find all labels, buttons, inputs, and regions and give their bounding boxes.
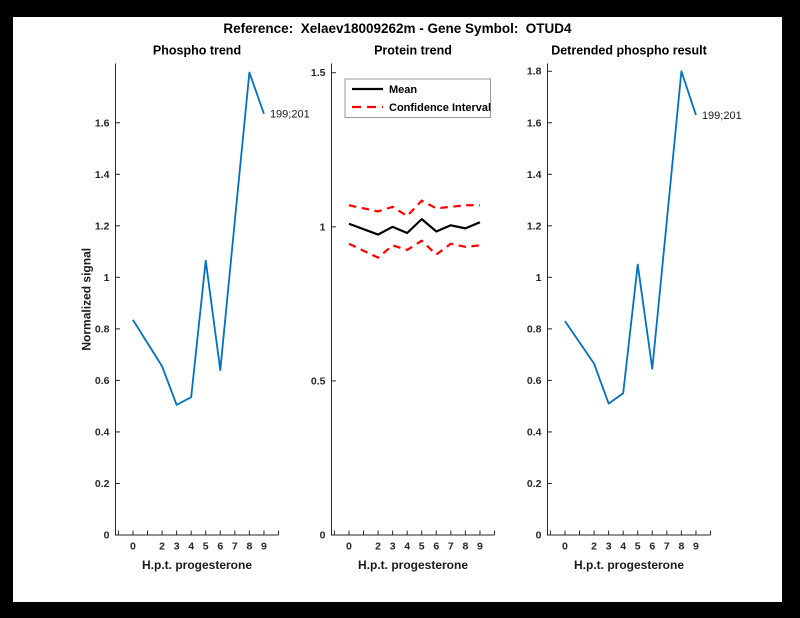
y-tick-label: 0.8	[95, 323, 110, 335]
y-tick-label: 1.4	[95, 169, 110, 181]
x-tick-label: 6	[649, 541, 655, 553]
x-tick-label: 3	[390, 541, 396, 553]
x-tick-label: 5	[635, 541, 641, 553]
ci-lower-line	[348, 239, 481, 259]
x-axis-label: H.p.t. progesterone	[142, 558, 252, 572]
y-tick-label: 0	[320, 530, 326, 542]
y-tick-label: 0.6	[95, 375, 110, 387]
y-tick-label: 0.5	[311, 375, 326, 387]
y-tick-label: 0	[104, 530, 110, 542]
y-tick-label: 0.4	[527, 426, 542, 438]
y-tick-label: 1.8	[527, 66, 542, 78]
legend-box	[344, 78, 491, 118]
subplot-2: 0 2 3 4 5 6 7 8 9 0 0.5 1 1.5 Protein trend H.p.t. pro…	[311, 44, 495, 572]
x-tick-label: 6	[433, 541, 439, 553]
subplot-title: Detrended phospho result	[551, 44, 707, 58]
x-tick-label: 9	[261, 541, 267, 553]
x-tick-label: 7	[664, 541, 670, 553]
y-tick-label: 0.2	[95, 478, 110, 490]
ci-upper-line	[348, 199, 480, 218]
detrended-phospho-line	[564, 70, 697, 405]
y-tick-label: 1.6	[95, 117, 110, 129]
y-tick-label: 1.5	[311, 67, 326, 79]
axes-spines	[115, 63, 279, 536]
y-tick-label: 1.4	[527, 169, 542, 181]
x-tick-label: 2	[591, 541, 597, 553]
x-tick-label: 7	[232, 541, 238, 553]
legend-label: Mean	[389, 84, 417, 96]
x-tick-label: 9	[477, 541, 483, 553]
subplot-title: Protein trend	[374, 44, 452, 58]
x-tick-label: 8	[678, 541, 684, 553]
x-tick-label: 8	[246, 541, 252, 553]
x-axis-label: H.p.t. progesterone	[574, 558, 684, 572]
x-tick-label: 3	[606, 541, 612, 553]
x-tick-label: 0	[346, 541, 352, 553]
x-tick-label: 4	[620, 541, 626, 553]
peak-annotation: 199;201	[270, 109, 310, 121]
x-tick-label: 6	[217, 541, 223, 553]
x-tick-label: 5	[203, 541, 209, 553]
matlab-figure: Reference: Xelaev18009262m - Gene Symbol…	[13, 17, 782, 602]
y-tick-label: 1	[320, 221, 326, 233]
x-tick-label: 3	[174, 541, 180, 553]
x-tick-label: 2	[159, 541, 165, 553]
y-tick-label: 0	[536, 530, 542, 542]
x-tick-label: 8	[462, 541, 468, 553]
x-tick-label: 7	[448, 541, 454, 553]
plots-canvas: 0 2 3 4 5 6 7 8 900.20.40.60.811.21.41.6Phospho …	[80, 44, 742, 573]
x-axis-label: H.p.t. progesterone	[358, 558, 468, 572]
subplot-3: 0 2 3 4 5 6 7 8 9 0 0.2 0.4 0.6 0.8 1 1.2 1.4 1.6 1.8 Detre…	[527, 44, 742, 573]
legend: Mean Confidence Interval	[344, 78, 491, 118]
x-tick-label: 0	[562, 541, 568, 553]
x-tick-label: 4	[188, 541, 194, 553]
mean-line	[348, 218, 481, 236]
y-tick-label: 0.8	[527, 323, 542, 335]
x-tick-label: 2	[375, 541, 381, 553]
x-tick-label: 9	[693, 541, 699, 553]
phospho-signal-line	[132, 71, 265, 406]
figure-title: Reference: Xelaev18009262m - Gene Symbol…	[223, 21, 572, 36]
y-tick-label: 1.2	[527, 220, 542, 232]
y-tick-label: 0.4	[95, 426, 110, 438]
y-tick-label: 1	[536, 272, 542, 284]
y-tick-label: 1	[104, 272, 110, 284]
subplot-1: 0 2 3 4 5 6 7 8 9 0 0.2 0.4 0.6 0.8 1 1.2 1.4 1.6 Phospho …	[80, 44, 310, 573]
axes-spines	[331, 63, 495, 536]
legend-label: Confidence Interval	[389, 102, 491, 114]
x-tick-label: 4	[404, 541, 410, 553]
y-axis-label: Normalized signal	[80, 248, 94, 351]
x-tick-label: 5	[419, 541, 425, 553]
y-tick-label: 0.6	[527, 375, 542, 387]
peak-annotation: 199;201	[702, 110, 742, 122]
subplot-title: Phospho trend	[153, 44, 241, 58]
axes-spines	[547, 63, 711, 536]
y-tick-label: 1.6	[527, 117, 542, 129]
x-tick-label: 0	[130, 541, 136, 553]
y-tick-label: 0.2	[527, 478, 542, 490]
y-tick-label: 1.2	[95, 220, 110, 232]
